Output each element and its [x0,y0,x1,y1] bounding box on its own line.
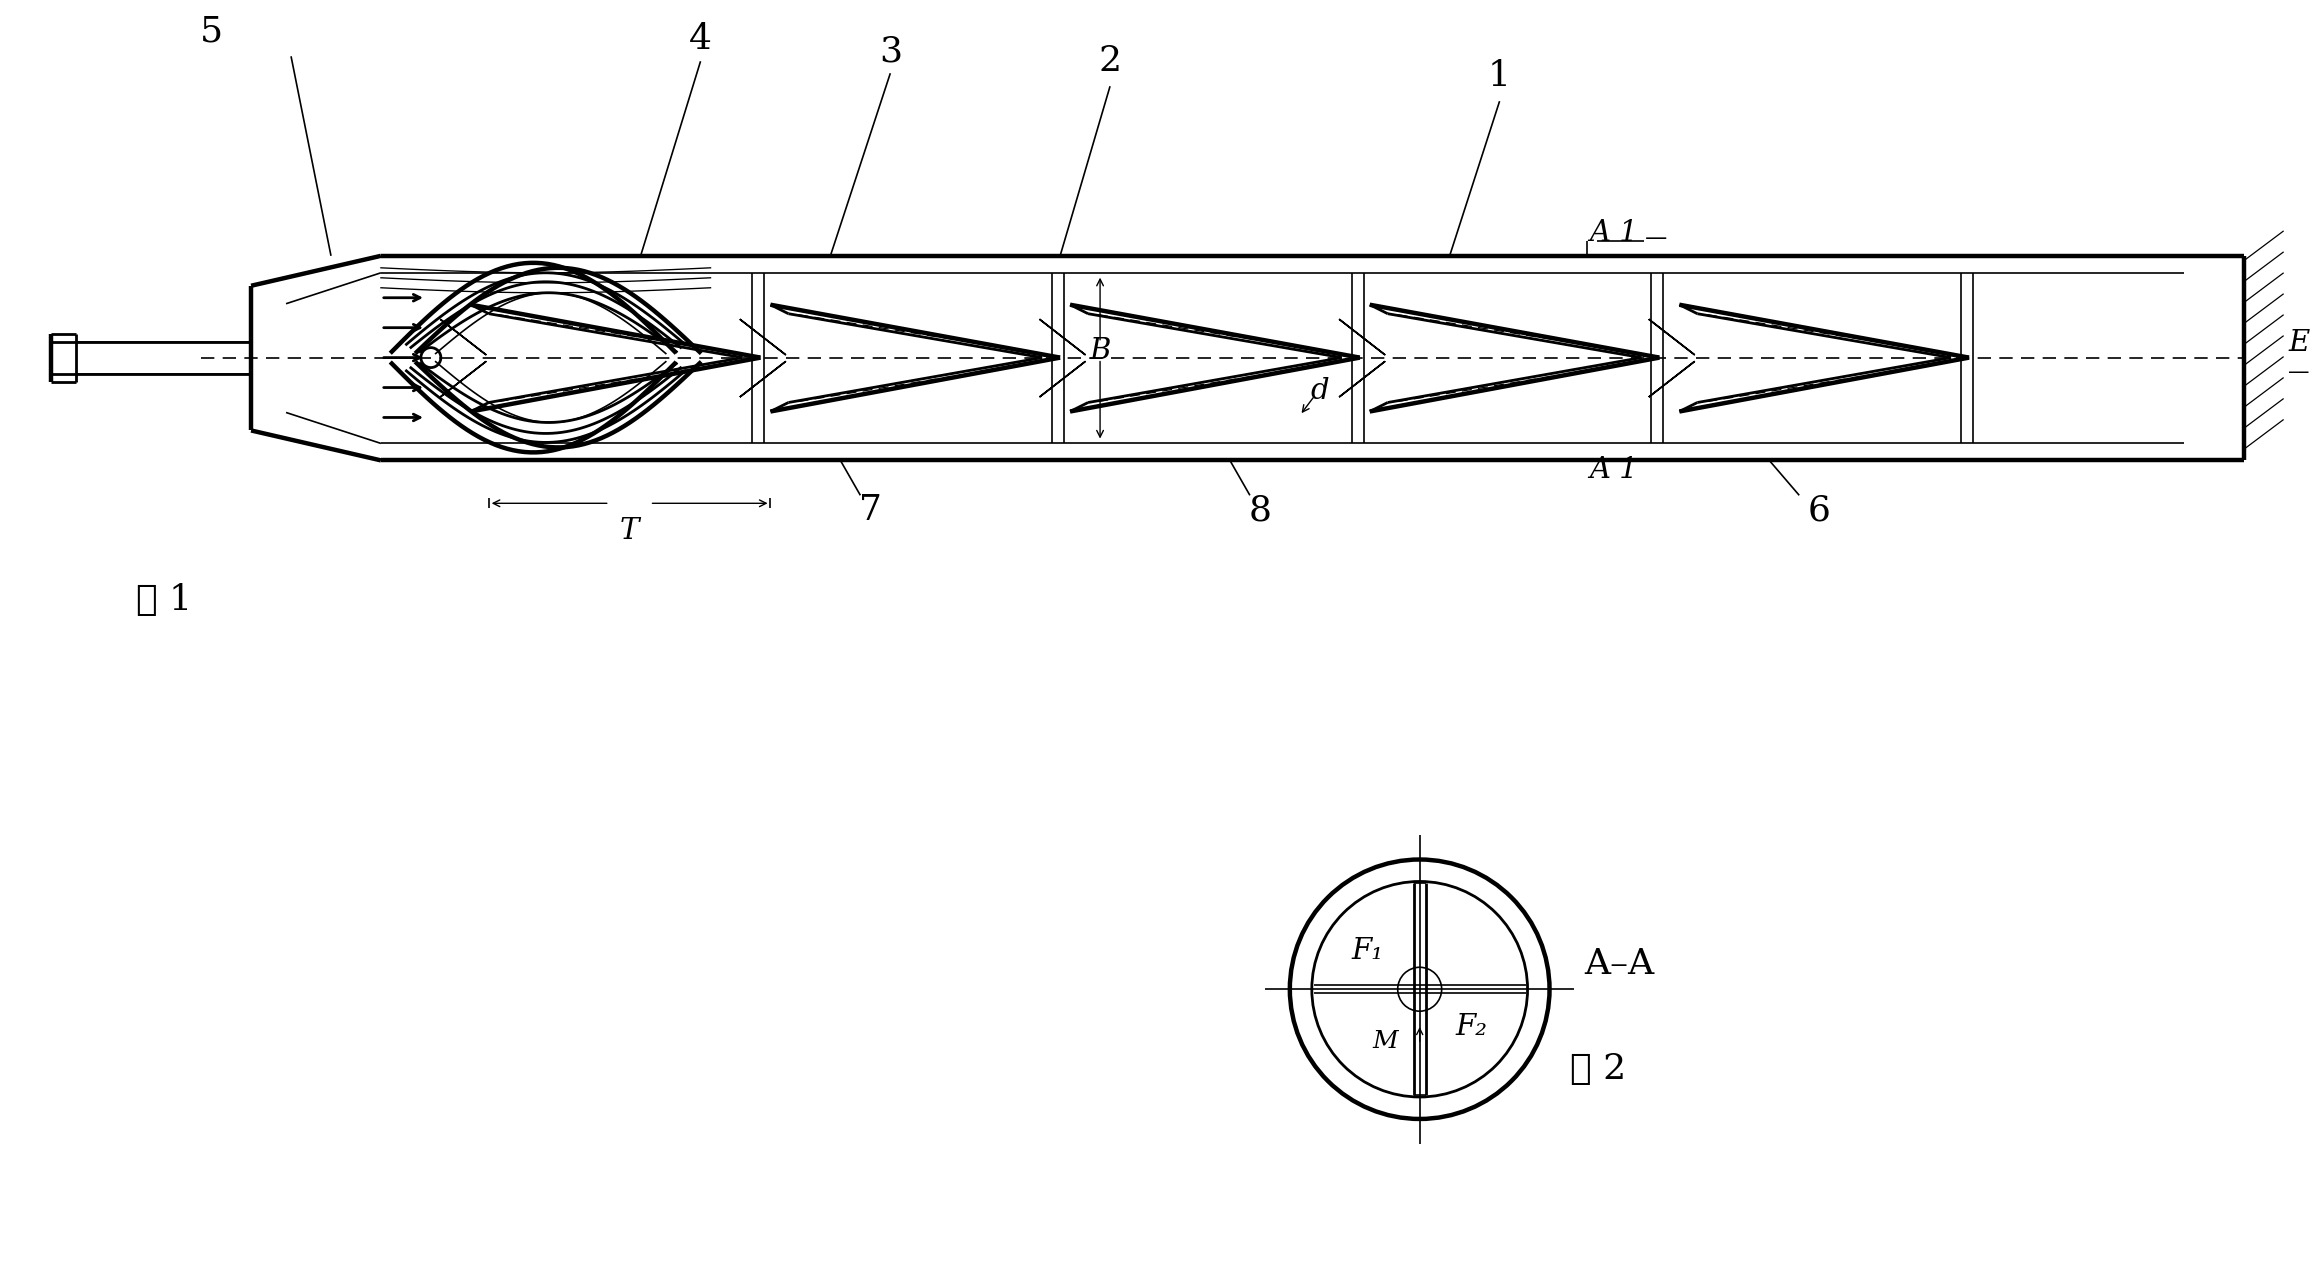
Text: A–A: A–A [1585,948,1655,981]
Text: T: T [620,517,639,545]
Text: F₁: F₁ [1351,938,1384,966]
Text: A 1: A 1 [1590,456,1638,484]
Text: 5: 5 [199,14,222,48]
Text: —: — [1645,228,1666,248]
Text: 8: 8 [1247,493,1270,527]
Text: ―: ― [2289,363,2309,382]
Text: 2: 2 [1099,45,1122,78]
Text: 7: 7 [858,493,882,527]
Circle shape [421,348,442,368]
Text: d: d [1310,377,1328,405]
Text: B: B [1090,336,1111,364]
Text: 4: 4 [690,23,713,56]
Text: M: M [1372,1029,1398,1052]
Text: 3: 3 [879,34,902,69]
Text: 图 2: 图 2 [1569,1052,1627,1085]
Text: 图 1: 图 1 [137,583,192,617]
Text: 6: 6 [1807,493,1830,527]
Text: E: E [2289,329,2309,357]
Text: A 1: A 1 [1590,219,1638,247]
Text: F₂: F₂ [1456,1013,1488,1041]
Text: 1: 1 [1488,59,1511,93]
